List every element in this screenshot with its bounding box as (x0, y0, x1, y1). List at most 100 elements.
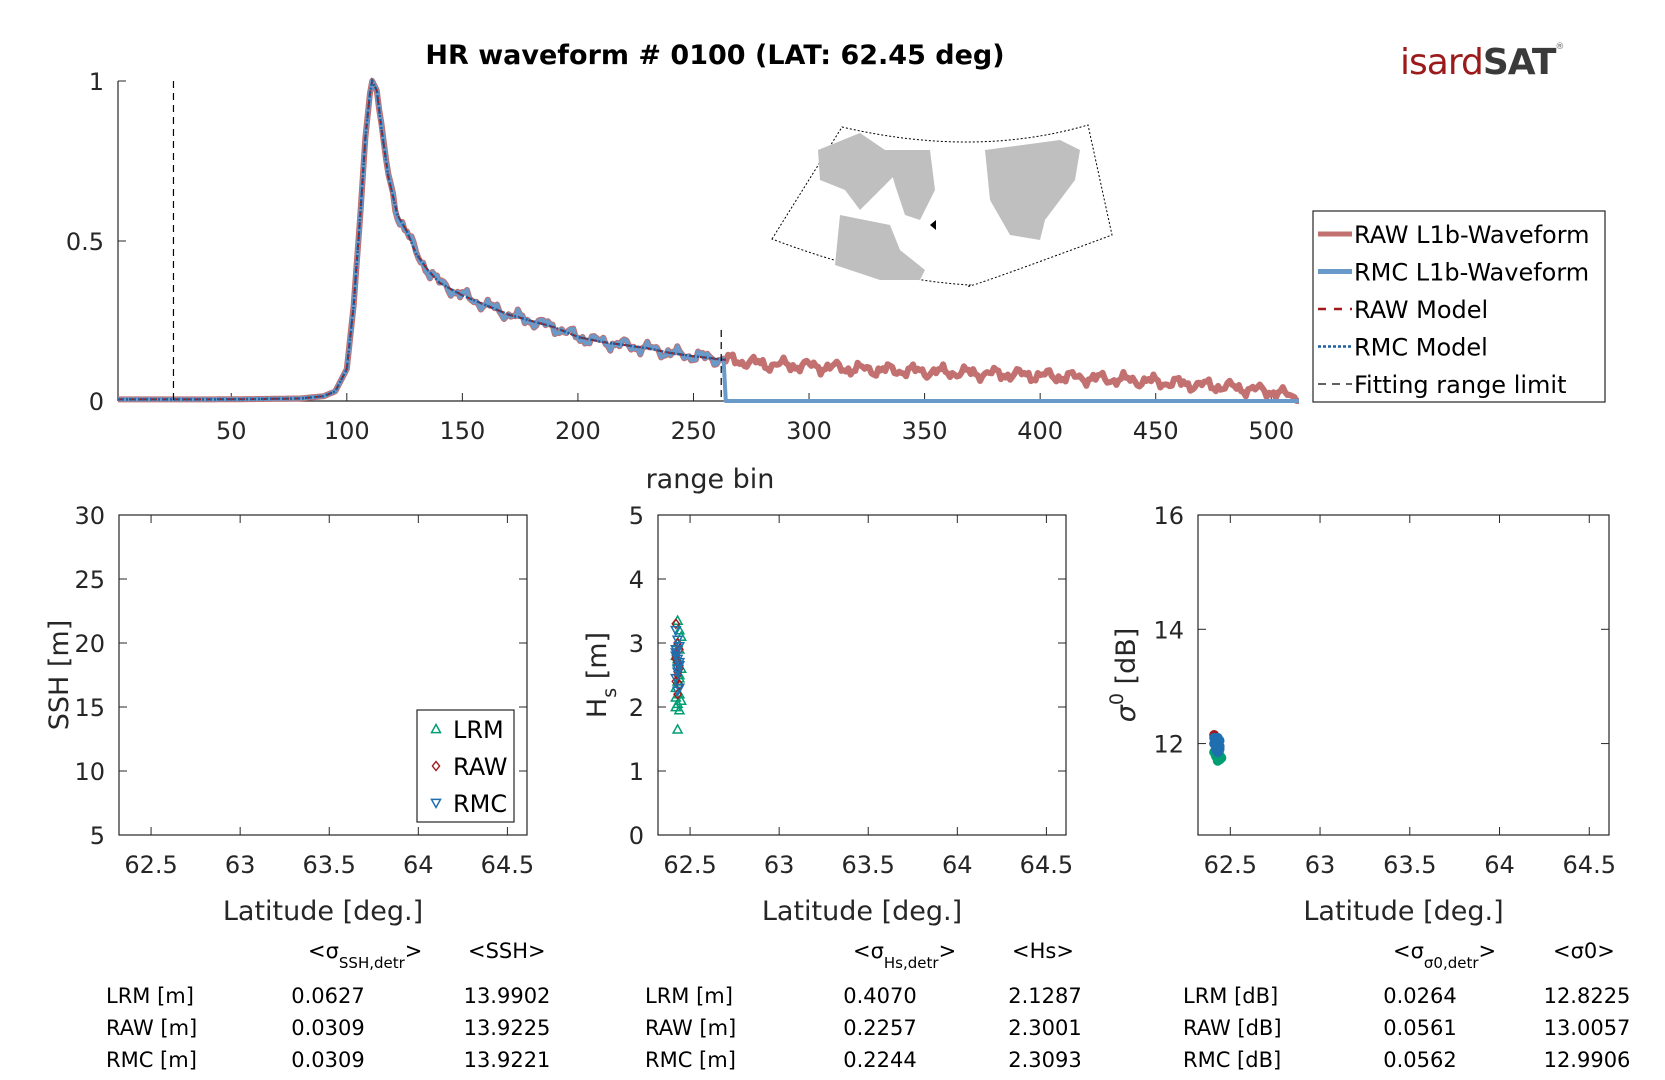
stat-row-label: RAW [m] (645, 1016, 736, 1040)
point-rmc (673, 641, 686, 653)
ssh-axes: 62.5 63 63.5 64 64.5 5 10 15 20 25 30 Latitude [deg… (44, 502, 534, 927)
point-rmc (1214, 735, 1225, 746)
point-rmc (670, 625, 682, 637)
x-tick-label: 500 (1248, 417, 1294, 445)
map-track-marker-icon (930, 220, 936, 230)
stat-header-sub: Hs,detr (884, 954, 939, 972)
point-rmc (673, 657, 686, 669)
x-tick-label: 62.5 (663, 851, 716, 879)
stat-row-sigma: 0.0561 (1383, 1016, 1456, 1040)
logo-part2: SAT (1482, 42, 1557, 83)
stat-row-mean: 12.9906 (1544, 1048, 1631, 1072)
stat-header-close: > (405, 939, 423, 963)
stat-row-sigma: 0.0627 (291, 984, 364, 1008)
x-tick-label: 63 (1305, 851, 1336, 879)
legend-label: RMC (453, 790, 507, 818)
y-tick-label: 3 (629, 630, 644, 658)
stat-row-mean: 2.3093 (1008, 1048, 1081, 1072)
stat-row-label: LRM [dB] (1183, 984, 1278, 1008)
y-tick-label: 10 (74, 758, 105, 786)
stat-header-open: <σ (308, 939, 339, 963)
y-axis-label: σ0 [dB] (1106, 628, 1142, 723)
map-land (985, 140, 1080, 240)
stat-header-sigma: <σσ0,detr> (1393, 939, 1496, 972)
stat-row-sigma: 0.0309 (291, 1016, 364, 1040)
point-rmc (670, 651, 682, 662)
x-tick-label: 64 (1484, 851, 1515, 879)
stat-header-mean: <SSH> (468, 939, 546, 963)
map-land (885, 150, 935, 220)
y-tick-label: 12 (1153, 731, 1184, 759)
x-tick-label: 63.5 (303, 851, 356, 879)
stat-header-sub: SSH,detr (339, 954, 406, 972)
axes-box (657, 514, 1067, 836)
x-tick-label: 64 (403, 851, 434, 879)
x-tick-label: 200 (555, 417, 601, 445)
stat-row-label: RAW [m] (106, 1016, 197, 1040)
point-raw (674, 678, 684, 691)
hs-axes: 62.5 63 63.5 64 64.5 0 1 2 3 4 5 Latitude [deg.] Hs … (582, 502, 1073, 927)
map-land (818, 133, 900, 210)
y-axis-label: Hs [m] (582, 632, 621, 718)
x-tick-label: 300 (786, 417, 832, 445)
map-land (835, 215, 925, 280)
y-tick-label: 14 (1153, 616, 1184, 644)
x-tick-label: 63.5 (1383, 851, 1436, 879)
stat-row-mean: 13.9221 (464, 1048, 551, 1072)
stat-header-sigma: <σSSH,detr> (308, 939, 422, 972)
stat-row-sigma: 0.0562 (1383, 1048, 1456, 1072)
stat-header-sigma: <σHs,detr> (853, 939, 956, 972)
y-label-sup: 0 (1106, 693, 1128, 705)
legend-label: RMC L1b-Waveform (1354, 259, 1589, 287)
x-axis-label: Latitude [deg.] (762, 896, 962, 927)
stat-header-close: > (939, 939, 957, 963)
y-tick-label: 16 (1153, 502, 1184, 530)
legend-marker-raw (431, 760, 441, 772)
stat-row-sigma: 0.4070 (843, 984, 916, 1008)
stat-header-sub: σ0,detr (1424, 954, 1479, 972)
stat-header-open: <σ (1393, 939, 1424, 963)
stat-row-label: LRM [m] (645, 984, 733, 1008)
stat-row-sigma: 0.0264 (1383, 984, 1456, 1008)
stat-row-label: RMC [m] (645, 1048, 736, 1072)
y-tick-label: 0 (629, 822, 644, 850)
x-tick-label: 64 (942, 851, 973, 879)
logo-part1: isard (1400, 42, 1484, 83)
x-tick-label: 64.5 (1563, 851, 1616, 879)
y-tick-label: 4 (629, 566, 644, 594)
y-label-main: H (582, 698, 613, 718)
x-tick-label: 400 (1017, 417, 1063, 445)
y-tick-label: 5 (629, 502, 644, 530)
point-rmc (671, 686, 684, 698)
isardsat-logo: isardSAT® (1400, 42, 1564, 83)
stat-row-sigma: 0.0309 (291, 1048, 364, 1072)
point-lrm (673, 704, 686, 715)
y-tick-label: 2 (629, 694, 644, 722)
axes-box (118, 514, 528, 836)
legend-marker-rmc (430, 798, 442, 810)
legend-label: RAW (453, 753, 508, 781)
x-axis-label: Latitude [deg.] (1303, 896, 1503, 927)
axes-box (1197, 514, 1610, 836)
x-tick-label: 63 (225, 851, 256, 879)
y-label-sub: s (599, 688, 621, 698)
stat-header-mean: <Hs> (1012, 939, 1074, 963)
stat-row-mean: 13.9902 (464, 984, 551, 1008)
point-rmc (670, 645, 682, 656)
logo-registered-mark: ® (1555, 42, 1564, 52)
point-rmc (670, 673, 682, 685)
x-tick-label: 100 (324, 417, 370, 445)
sigma0-axes: 62.5 63 63.5 64 64.5 12 14 16 Latitude [deg.] σ0 … (1106, 502, 1616, 927)
inset-map (771, 124, 1113, 287)
point-lrm (675, 694, 687, 705)
legend-label: RMC Model (1354, 334, 1488, 362)
y-tick-label: 0 (89, 388, 104, 416)
series-rmc-l1b-waveform (118, 79, 1299, 403)
stat-header-close: > (1479, 939, 1497, 963)
x-tick-label: 450 (1133, 417, 1179, 445)
stat-row-mean: 2.1287 (1008, 984, 1081, 1008)
stat-row-mean: 12.8225 (1544, 984, 1631, 1008)
y-label-unit: [dB] (1111, 628, 1142, 693)
point-raw (671, 618, 681, 630)
